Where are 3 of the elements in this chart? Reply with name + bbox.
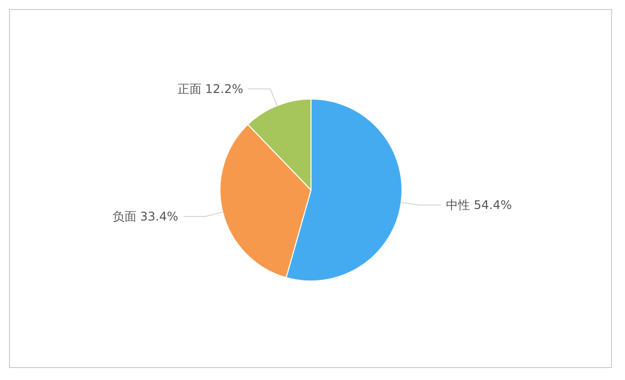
slice-label: 中性 54.4% [446,198,512,212]
slice-label: 负面 33.4% [112,209,178,224]
slice-label: 正面 12.2% [177,82,244,96]
